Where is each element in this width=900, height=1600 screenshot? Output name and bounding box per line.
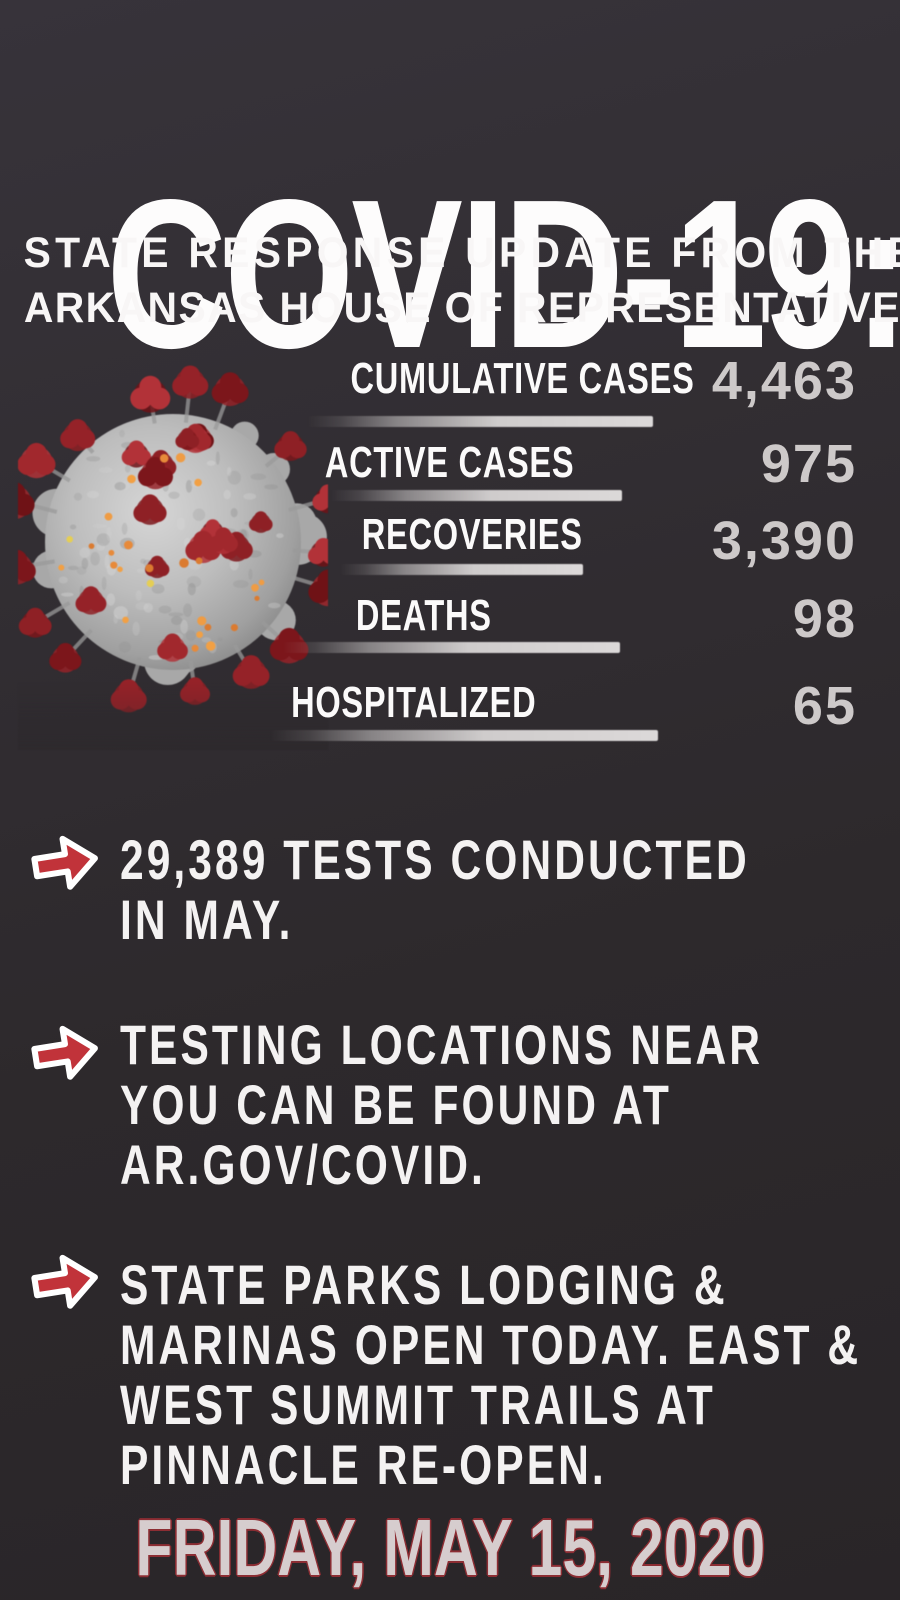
- stat-value-recoveries: 3,390: [711, 511, 857, 571]
- stat-label-recoveries: RECOVERIES: [361, 510, 583, 559]
- bullet-testing-locations: TESTING LOCATIONS NEAR YOU CAN BE FOUND …: [120, 1013, 764, 1196]
- stat-label-hospitalized: HOSPITALIZED: [291, 678, 537, 727]
- stat-underline-bar: [282, 642, 620, 653]
- page-title-text: COVID-19:: [106, 155, 900, 393]
- red-arrow-right-icon: [30, 1250, 100, 1314]
- stat-value-hospitalized: 65: [792, 676, 857, 736]
- bullet-state-parks: STATE PARKS LODGING & MARINAS OPEN TODAY…: [120, 1253, 862, 1496]
- stat-label-cumulative-cases: CUMULATIVE CASES: [350, 354, 695, 403]
- page-title: COVID-19:: [0, 168, 900, 380]
- bullet-tests-conducted: 29,389 TESTS CONDUCTED IN MAY.: [120, 828, 750, 951]
- stat-underline-bar: [340, 564, 583, 575]
- coronavirus-icon: [0, 365, 349, 750]
- subtitle: STATE RESPONSE UPDATE FROM THE ARKANSAS …: [0, 226, 900, 336]
- red-arrow-right-icon: [30, 1021, 100, 1085]
- stat-underline-bar: [330, 490, 622, 501]
- subtitle-line-2: ARKANSAS HOUSE OF REPRESENTATIVES: [23, 284, 900, 332]
- stat-value-active-cases: 975: [760, 434, 857, 494]
- virus-illustration: [0, 330, 349, 750]
- stat-underline-bar: [270, 730, 658, 741]
- stat-label-active-cases: ACTIVE CASES: [325, 438, 575, 487]
- stat-label-deaths: DEATHS: [356, 591, 492, 640]
- stat-value-deaths: 98: [792, 589, 857, 649]
- subtitle-line-1: STATE RESPONSE UPDATE FROM THE: [23, 229, 900, 277]
- red-arrow-right-icon: [30, 831, 100, 895]
- stat-value-cumulative-cases: 4,463: [711, 351, 857, 411]
- date-text: FRIDAY, MAY 15, 2020: [135, 1503, 765, 1592]
- stat-underline-bar: [307, 416, 653, 427]
- date-footer: FRIDAY, MAY 15, 2020: [0, 1508, 900, 1588]
